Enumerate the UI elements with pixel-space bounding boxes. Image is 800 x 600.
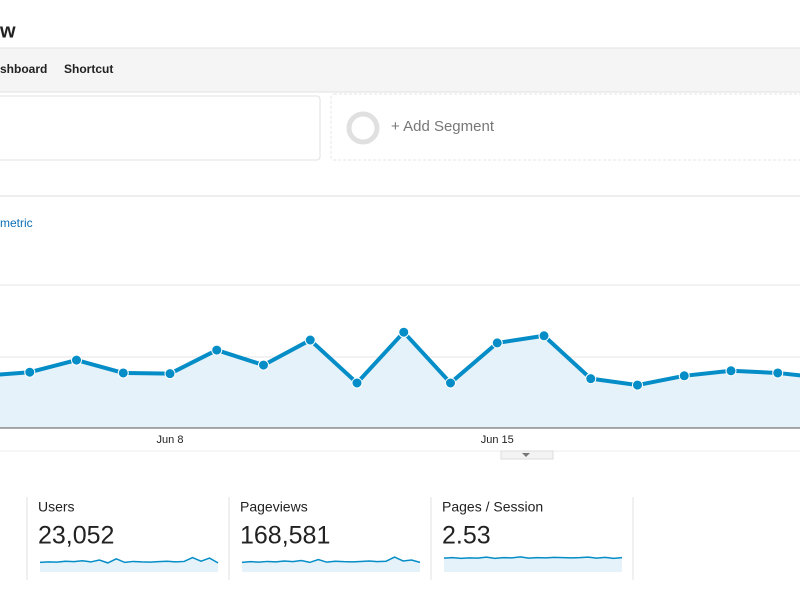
nav-link[interactable]: Shortcut xyxy=(64,62,113,76)
metric-label: Pages / Session xyxy=(442,499,543,515)
metric-value: 23,052 xyxy=(38,522,114,550)
sparkline xyxy=(443,556,623,560)
point xyxy=(445,377,456,389)
segment-box[interactable] xyxy=(0,95,321,161)
sparkline xyxy=(241,556,421,564)
metric-picker[interactable]: metric xyxy=(0,216,33,230)
point xyxy=(258,359,269,371)
sparkline xyxy=(39,556,219,564)
point xyxy=(117,367,129,379)
point xyxy=(678,370,690,382)
point xyxy=(211,344,223,356)
point xyxy=(24,366,36,378)
metrics: Users 23,052 Pageviews 168,581 Pages / Sessi… xyxy=(26,497,634,580)
point xyxy=(585,373,597,385)
page-title: w xyxy=(0,20,16,42)
nav-link[interactable]: shboard xyxy=(0,62,47,76)
x-tick-label: Jun 15 xyxy=(481,434,514,446)
sparkline-area xyxy=(40,557,218,572)
metric-label: Users xyxy=(38,499,75,515)
point xyxy=(164,368,176,380)
point xyxy=(491,337,503,349)
point xyxy=(71,354,82,366)
segment-icon xyxy=(346,111,380,145)
add-segment[interactable]: + Add Segment xyxy=(391,118,495,135)
point xyxy=(772,367,784,379)
metric-label: Pageviews xyxy=(240,499,308,515)
collapse-arrow xyxy=(522,453,530,457)
x-tick-label: Jun 8 xyxy=(157,434,184,446)
metric-value: 2.53 xyxy=(442,522,491,550)
metric-value: 168,581 xyxy=(240,522,330,550)
sparkline-area xyxy=(444,556,622,572)
point xyxy=(725,365,737,377)
point xyxy=(632,379,643,391)
toolbar xyxy=(0,47,800,93)
point xyxy=(398,326,410,338)
point xyxy=(351,377,363,389)
sparkline-area xyxy=(242,557,420,572)
plot: Jun 8 Jun 15 xyxy=(0,326,800,446)
add-segment-box[interactable] xyxy=(330,93,800,161)
point xyxy=(538,330,550,342)
point xyxy=(304,334,316,346)
area xyxy=(0,332,800,428)
